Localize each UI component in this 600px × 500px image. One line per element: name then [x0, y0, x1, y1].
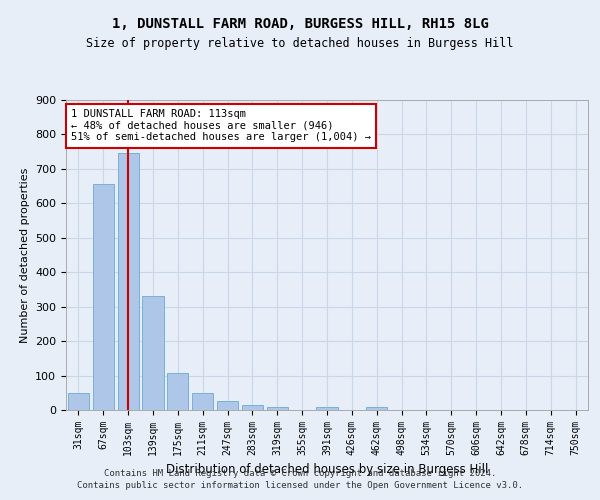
- Bar: [93, 184, 114, 410]
- Bar: [68, 393, 89, 410]
- Text: 1 DUNSTALL FARM ROAD: 113sqm
← 48% of detached houses are smaller (946)
51% of s: 1 DUNSTALL FARM ROAD: 113sqm ← 48% of de…: [71, 110, 371, 142]
- Bar: [192, 393, 213, 410]
- Text: Contains public sector information licensed under the Open Government Licence v3: Contains public sector information licen…: [77, 481, 523, 490]
- Text: Size of property relative to detached houses in Burgess Hill: Size of property relative to detached ho…: [86, 38, 514, 51]
- Bar: [267, 406, 288, 410]
- Bar: [316, 406, 338, 410]
- Bar: [217, 402, 238, 410]
- Bar: [242, 405, 263, 410]
- Text: 1, DUNSTALL FARM ROAD, BURGESS HILL, RH15 8LG: 1, DUNSTALL FARM ROAD, BURGESS HILL, RH1…: [112, 18, 488, 32]
- Bar: [366, 406, 387, 410]
- Y-axis label: Number of detached properties: Number of detached properties: [20, 168, 29, 342]
- Text: Contains HM Land Registry data © Crown copyright and database right 2024.: Contains HM Land Registry data © Crown c…: [104, 468, 496, 477]
- Bar: [118, 154, 139, 410]
- X-axis label: Distribution of detached houses by size in Burgess Hill: Distribution of detached houses by size …: [166, 464, 488, 476]
- Bar: [167, 373, 188, 410]
- Bar: [142, 296, 164, 410]
